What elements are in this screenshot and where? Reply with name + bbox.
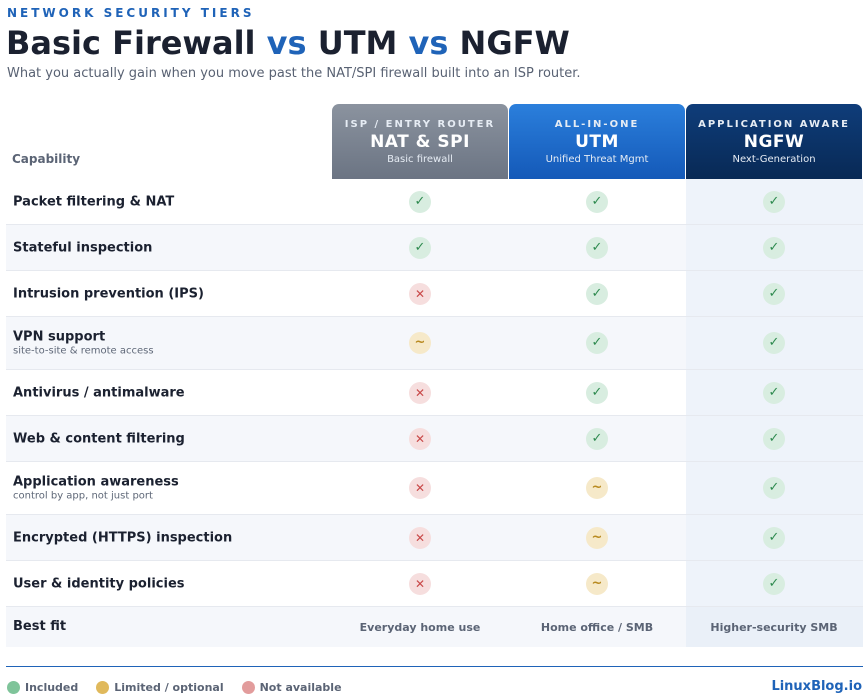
capability-name: Stateful inspection (13, 240, 153, 255)
included-dot-icon (7, 680, 20, 694)
capability-note: site-to-site & remote access (13, 345, 154, 357)
capability-label: Antivirus / antimalware (13, 385, 185, 400)
capability-label: User & identity policies (13, 576, 185, 591)
check-icon: ✓ (586, 190, 608, 213)
legend-item-not-available: Not available (241, 680, 342, 694)
check-icon: ✓ (586, 236, 608, 259)
check-icon: ✓ (763, 526, 785, 549)
capability-note: control by app, not just port (13, 490, 153, 502)
not-available-dot-icon (241, 680, 255, 694)
title-utm: UTM (317, 24, 398, 62)
cross-icon: ✕ (409, 572, 431, 595)
check-icon: ✓ (409, 236, 431, 259)
eyebrow: NETWORK SECURITY TIERS (7, 6, 255, 20)
table-row: User & identity policies ✕ ~ ✓ (6, 561, 863, 607)
check-icon: ✓ (586, 427, 608, 450)
comparison-table: Capability ISP / ENTRY ROUTER NAT & SPI … (6, 104, 863, 647)
capability-name: User & identity policies (13, 576, 185, 591)
check-icon: ✓ (763, 236, 785, 259)
best-fit-basic-firewall: Everyday home use (359, 621, 481, 634)
check-icon: ✓ (409, 190, 431, 213)
capability-label: Encrypted (HTTPS) inspection (13, 530, 232, 545)
cross-icon: ✕ (409, 526, 431, 549)
capability-name: Application awareness (13, 474, 179, 490)
check-icon: ✓ (586, 282, 608, 305)
table-header: Capability ISP / ENTRY ROUTER NAT & SPI … (6, 104, 863, 179)
capability-name: Antivirus / antimalware (13, 385, 185, 400)
cross-icon: ✕ (409, 282, 431, 305)
capability-label: Intrusion prevention (IPS) (13, 286, 204, 301)
tier-desc: Basic firewall (387, 154, 453, 165)
check-icon: ✓ (763, 477, 785, 499)
tier-header-basic-firewall: ISP / ENTRY ROUTER NAT & SPI Basic firew… (332, 104, 508, 179)
check-icon: ✓ (763, 572, 785, 595)
table-row: Encrypted (HTTPS) inspection ✕ ~ ✓ (6, 515, 863, 561)
title-ngfw: NGFW (459, 24, 570, 62)
tier-name: NGFW (743, 132, 805, 152)
capability-label: Web & content filtering (13, 431, 185, 446)
check-icon: ✓ (763, 381, 785, 404)
table-body: Packet filtering & NAT ✓ ✓ ✓ Stateful inspec… (6, 179, 863, 607)
table-row: Stateful inspection ✓ ✓ ✓ (6, 225, 863, 271)
legend: Included Limited / optional Not availabl… (7, 680, 360, 694)
cross-icon: ✕ (409, 427, 431, 450)
cross-icon: ✕ (409, 477, 431, 499)
check-icon: ✓ (586, 381, 608, 404)
check-icon: ✓ (763, 332, 785, 354)
table-row: Packet filtering & NAT ✓ ✓ ✓ (6, 179, 863, 225)
check-icon: ✓ (763, 190, 785, 213)
check-icon: ✓ (586, 332, 608, 354)
page-title: Basic Firewall vs UTM vs NGFW (6, 24, 570, 62)
best-fit-row: Best fit Everyday home use Home office /… (6, 607, 863, 647)
check-icon: ✓ (763, 282, 785, 305)
table-row: Application awareness control by app, not… (6, 462, 863, 515)
cross-icon: ✕ (409, 381, 431, 404)
partial-icon: ~ (586, 526, 608, 549)
capability-label: Stateful inspection (13, 240, 152, 255)
capability-name: Intrusion prevention (IPS) (13, 286, 204, 301)
title-basic-firewall: Basic Firewall (6, 24, 256, 62)
best-fit-utm: Home office / SMB (540, 621, 654, 634)
title-vs: vs (408, 24, 449, 62)
legend-label: Not available (259, 680, 342, 694)
partial-icon: ~ (586, 572, 608, 595)
legend-item-included: Included (7, 680, 79, 694)
ngfw-column-highlight (686, 607, 863, 647)
capability-name: VPN support (13, 329, 106, 345)
capability-label: Application awareness control by app, not… (13, 475, 179, 502)
limited-dot-icon (96, 680, 110, 694)
capability-name: Encrypted (HTTPS) inspection (13, 530, 233, 545)
table-row: VPN support site-to-site & remote access ~… (6, 317, 863, 370)
capability-column-header: Capability (12, 152, 81, 166)
footer-divider (6, 666, 863, 667)
partial-icon: ~ (409, 332, 431, 354)
capability-name: Packet filtering & NAT (13, 194, 175, 209)
capability-name: Web & content filtering (13, 431, 185, 446)
brand-link[interactable]: LinuxBlog.io (771, 679, 862, 694)
tier-header-ngfw: APPLICATION AWARE NGFW Next-Generation (686, 104, 862, 179)
tier-desc: Next-Generation (732, 154, 816, 165)
tier-name: NAT & SPI (370, 132, 470, 152)
legend-label: Limited / optional (114, 680, 224, 694)
capability-label: Packet filtering & NAT (13, 194, 174, 209)
check-icon: ✓ (763, 427, 785, 450)
best-fit-ngfw: Higher-security SMB (710, 621, 838, 634)
legend-item-limited: Limited / optional (96, 680, 224, 694)
capability-label: VPN support site-to-site & remote access (13, 330, 154, 357)
table-row: Intrusion prevention (IPS) ✕ ✓ ✓ (6, 271, 863, 317)
tier-tag: ALL-IN-ONE (554, 119, 640, 130)
title-vs: vs (266, 24, 307, 62)
tier-tag: ISP / ENTRY ROUTER (344, 119, 496, 130)
tier-desc: Unified Threat Mgmt (545, 154, 649, 165)
tier-header-utm: ALL-IN-ONE UTM Unified Threat Mgmt (509, 104, 685, 179)
legend-label: Included (25, 680, 79, 694)
table-row: Antivirus / antimalware ✕ ✓ ✓ (6, 370, 863, 416)
best-fit-label: Best fit (13, 619, 67, 634)
table-row: Web & content filtering ✕ ✓ ✓ (6, 416, 863, 462)
page-subtitle: What you actually gain when you move pas… (7, 66, 581, 81)
partial-icon: ~ (586, 477, 608, 499)
tier-name: UTM (575, 132, 619, 152)
tier-tag: APPLICATION AWARE (698, 119, 850, 130)
